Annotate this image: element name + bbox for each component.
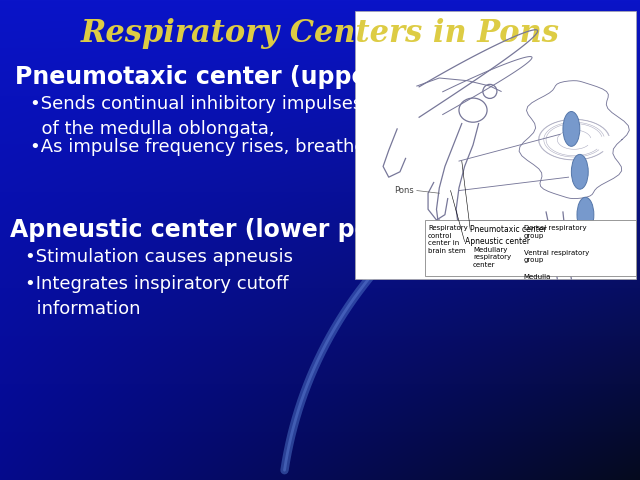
Text: Medullary
respiratory
center: Medullary respiratory center bbox=[473, 247, 511, 268]
Text: •Sends continual inhibitory impulses to inspiratory center
  of the medulla oblo: •Sends continual inhibitory impulses to … bbox=[30, 95, 553, 138]
Text: Pneumotaxic center: Pneumotaxic center bbox=[470, 226, 547, 234]
Text: Pons: Pons bbox=[394, 186, 414, 195]
Bar bbox=[355, 11, 636, 279]
Text: Respiratory
control
center in
brain stem: Respiratory control center in brain stem bbox=[428, 226, 468, 254]
Text: Pneumotaxic center (upper pons): Pneumotaxic center (upper pons) bbox=[15, 65, 462, 89]
Text: Apneustic center (lower pons): Apneustic center (lower pons) bbox=[10, 218, 413, 242]
Text: •Integrates inspiratory cutoff
  information: •Integrates inspiratory cutoff informati… bbox=[25, 275, 289, 318]
Ellipse shape bbox=[577, 197, 594, 232]
Text: Ventral respiratory
group: Ventral respiratory group bbox=[524, 250, 589, 263]
Ellipse shape bbox=[572, 155, 588, 189]
Bar bbox=[425, 220, 636, 276]
Text: Dorsal respiratory
group: Dorsal respiratory group bbox=[524, 226, 586, 239]
Text: Medulla: Medulla bbox=[524, 274, 551, 280]
Text: •As impulse frequency rises, breathe faster and shallower: •As impulse frequency rises, breathe fas… bbox=[30, 138, 556, 156]
Ellipse shape bbox=[563, 111, 580, 146]
Text: •Stimulation causes apneusis: •Stimulation causes apneusis bbox=[25, 248, 293, 266]
Text: Respiratory Centers in Pons: Respiratory Centers in Pons bbox=[81, 18, 559, 49]
Text: Apneustic center: Apneustic center bbox=[465, 238, 529, 246]
